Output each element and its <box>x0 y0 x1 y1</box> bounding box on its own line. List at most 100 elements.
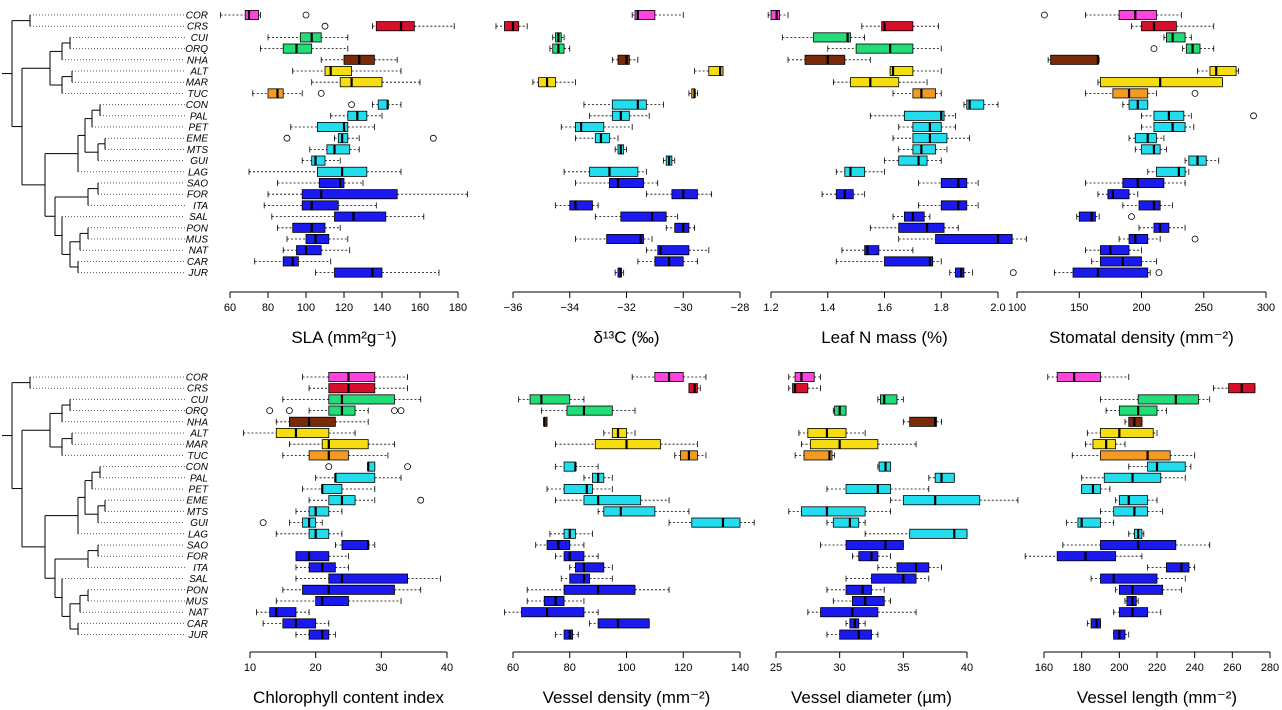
outlier-point <box>417 496 425 504</box>
box-iqr <box>855 43 914 54</box>
box-iqr <box>881 21 914 32</box>
box-iqr <box>292 222 326 233</box>
box-GUI <box>884 155 942 166</box>
x-tick-label: 180 <box>449 302 467 314</box>
box-MUS <box>575 234 653 244</box>
species-label: PAL <box>190 111 208 122</box>
box-MUS <box>898 234 1027 244</box>
box-LAG <box>563 166 647 177</box>
box-JUR <box>295 629 336 640</box>
box-iqr <box>1118 584 1164 595</box>
x-axis-label: Vessel length (mm⁻²) <box>1077 688 1237 707</box>
x-axis-label: SLA (mm²g⁻¹) <box>291 328 396 347</box>
box-iqr <box>611 99 647 110</box>
box-CRS <box>372 21 455 32</box>
species-label: CRS <box>187 22 208 33</box>
box-TUC <box>1085 88 1157 99</box>
box-iqr <box>308 528 330 539</box>
species-label: CAR <box>187 257 208 268</box>
box-iqr <box>909 528 968 539</box>
box-iqr <box>909 416 937 427</box>
outlier-point <box>325 463 333 471</box>
box-iqr <box>529 394 571 405</box>
box-NHA <box>1047 54 1100 65</box>
box-FOR <box>645 189 713 200</box>
box-PAL <box>330 110 383 121</box>
box-ALT <box>603 428 636 438</box>
box-FOR <box>295 551 349 562</box>
box-iqr <box>884 256 934 267</box>
box-CON <box>1122 99 1149 110</box>
box-iqr <box>813 32 851 43</box>
box-iqr <box>1141 21 1177 32</box>
x-axis-label: Vessel diameter (µm) <box>791 688 952 707</box>
box-CRS <box>495 21 528 32</box>
box-ALT <box>798 428 866 438</box>
box-iqr <box>1166 562 1190 573</box>
box-MAR <box>288 439 395 450</box>
x-tick-label: 1.4 <box>820 302 835 314</box>
box-NAT <box>645 245 710 256</box>
box-CAR <box>589 618 650 629</box>
box-FOR <box>1097 189 1139 200</box>
box-iqr <box>896 562 930 573</box>
box-GUI <box>1066 517 1115 528</box>
box-MTS <box>597 506 690 517</box>
x-tick-label: 60 <box>507 662 519 674</box>
x-tick-label: 40 <box>961 662 973 674</box>
box-iqr <box>597 618 650 629</box>
box-CUI <box>267 32 349 43</box>
x-tick-label: 100 <box>297 302 315 314</box>
box-PAL <box>869 110 956 121</box>
box-PAL <box>315 472 402 483</box>
box-MAR <box>833 77 928 88</box>
box-EME <box>555 495 670 506</box>
box-iqr <box>688 383 698 394</box>
species-label: TUC <box>187 89 208 100</box>
x-tick-label: 25 <box>770 662 782 674</box>
outlier-point <box>321 22 329 30</box>
box-JUR <box>614 267 625 278</box>
box-ITA <box>295 562 349 573</box>
boxplot-panel-6: 25 30 35 40 Vessel diameter (µm) <box>770 372 1019 707</box>
box-iqr <box>940 178 968 188</box>
box-iqr <box>634 10 656 20</box>
box-FOR <box>852 551 891 562</box>
species-label: JUR <box>188 268 208 279</box>
box-iqr <box>1166 32 1186 43</box>
species-label: NAT <box>189 608 209 619</box>
species-label: ITA <box>193 201 208 212</box>
box-COR <box>788 372 821 382</box>
species-label: NHA <box>187 55 208 66</box>
box-COR <box>631 10 684 20</box>
box-iqr <box>296 245 322 256</box>
box-iqr <box>1107 189 1130 200</box>
box-FOR <box>555 551 599 562</box>
box-iqr <box>858 551 879 562</box>
box-iqr <box>1050 54 1099 65</box>
box-iqr <box>318 178 345 188</box>
box-iqr <box>321 439 369 450</box>
box-PET <box>560 122 633 132</box>
box-iqr <box>566 405 613 416</box>
species-label: NHA <box>187 417 208 428</box>
box-iqr <box>269 607 297 618</box>
x-tick-label: 280 <box>1261 662 1279 674</box>
box-SAO <box>334 540 376 550</box>
species-label: LAG <box>188 167 208 178</box>
species-label: CRS <box>187 384 208 395</box>
box-iqr <box>1100 450 1171 461</box>
outlier-point <box>285 407 293 415</box>
species-label: CUI <box>191 395 208 406</box>
outlier-point <box>283 134 291 142</box>
box-MTS <box>1100 506 1164 517</box>
box-PAL <box>583 472 613 483</box>
box-SAL <box>560 573 613 584</box>
box-PET <box>1141 122 1195 132</box>
species-label: MUS <box>186 235 209 246</box>
box-iqr <box>563 461 576 472</box>
box-iqr <box>1134 133 1157 144</box>
species-label: GUI <box>190 518 208 529</box>
box-iqr <box>341 540 369 550</box>
